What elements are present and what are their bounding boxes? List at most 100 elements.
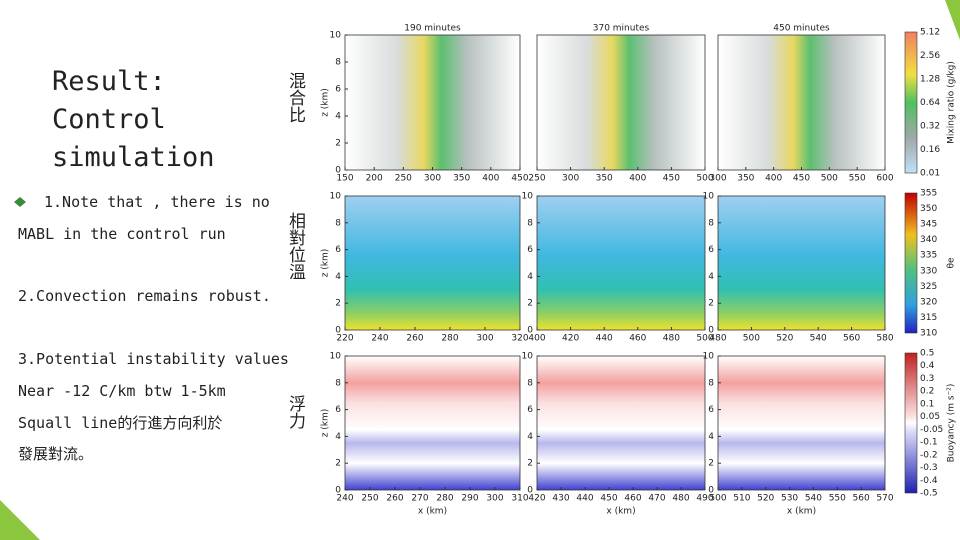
x-tick-label: 270 bbox=[411, 494, 428, 504]
plot-area bbox=[717, 355, 886, 491]
y-tick-label: 2 bbox=[708, 299, 714, 309]
x-tick-label: 570 bbox=[876, 494, 893, 504]
colorbar-label: -0.1 bbox=[920, 438, 938, 448]
x-tick-label: 420 bbox=[562, 334, 579, 344]
x-tick-label: 530 bbox=[781, 494, 798, 504]
x-tick-label: 450 bbox=[600, 494, 617, 504]
x-tick-label: 350 bbox=[596, 174, 613, 184]
plot-area bbox=[717, 34, 886, 171]
x-tick-label: 600 bbox=[876, 174, 893, 184]
colorbar-label: 310 bbox=[920, 329, 937, 339]
y-tick-label: 2 bbox=[708, 459, 714, 469]
y-tick-label: 8 bbox=[527, 378, 533, 388]
colorbar-label: -0.05 bbox=[920, 425, 943, 435]
colorbar-title: Mixing ratio (g/kg) bbox=[947, 61, 957, 144]
colorbar-label: 330 bbox=[920, 266, 937, 276]
y-tick-label: 8 bbox=[335, 218, 341, 228]
x-tick-label: 490 bbox=[696, 494, 713, 504]
axis-label: x (km) bbox=[606, 507, 635, 517]
colorbar-label: 0.4 bbox=[920, 361, 935, 371]
x-tick-label: 450 bbox=[793, 174, 810, 184]
y-tick-label: 10 bbox=[703, 352, 715, 362]
colorbar-label: -0.4 bbox=[920, 476, 938, 486]
colorbar-label: 0.01 bbox=[920, 169, 940, 179]
y-tick-label: 2 bbox=[335, 459, 341, 469]
colorbar-label: -0.3 bbox=[920, 463, 938, 473]
body-text: MABL in the control run bbox=[18, 225, 226, 243]
colorbar-label: 315 bbox=[920, 313, 937, 323]
colorbar-label: 340 bbox=[920, 235, 937, 245]
colorbar-label: 335 bbox=[920, 251, 937, 261]
colorbar-label: 345 bbox=[920, 220, 937, 230]
plot-area bbox=[344, 195, 521, 331]
x-tick-label: 500 bbox=[821, 174, 838, 184]
x-tick-label: 220 bbox=[336, 334, 353, 344]
x-tick-label: 280 bbox=[436, 494, 453, 504]
text-area: Result: Control simulation 1.Note that , th… bbox=[14, 66, 306, 463]
slide-title: Result: bbox=[52, 66, 166, 97]
y-tick-label: 2 bbox=[335, 139, 341, 149]
body-text: 2.Convection remains robust. bbox=[18, 287, 271, 305]
x-tick-label: 400 bbox=[528, 334, 545, 344]
y-tick-label: 4 bbox=[708, 272, 714, 282]
x-tick-label: 550 bbox=[829, 494, 846, 504]
colorbar bbox=[904, 352, 918, 494]
y-tick-label: 0 bbox=[708, 486, 714, 496]
y-tick-label: 4 bbox=[335, 432, 341, 442]
y-tick-label: 0 bbox=[335, 486, 341, 496]
panel-title: 190 minutes bbox=[404, 24, 461, 34]
y-tick-label: 10 bbox=[522, 192, 534, 202]
y-tick-label: 0 bbox=[335, 326, 341, 336]
x-tick-label: 520 bbox=[757, 494, 774, 504]
colorbar-label: 1.28 bbox=[920, 75, 940, 85]
colorbar-label: 325 bbox=[920, 282, 937, 292]
x-tick-label: 200 bbox=[366, 174, 383, 184]
y-tick-label: 6 bbox=[708, 405, 714, 415]
x-tick-label: 350 bbox=[453, 174, 470, 184]
x-tick-label: 300 bbox=[424, 174, 441, 184]
slide-title: simulation bbox=[52, 142, 215, 173]
y-tick-label: 4 bbox=[335, 112, 341, 122]
colorbar-label: -0.5 bbox=[920, 489, 938, 499]
x-tick-label: 250 bbox=[528, 174, 545, 184]
colorbar-label: 0.1 bbox=[920, 399, 934, 409]
y-tick-label: 6 bbox=[335, 85, 341, 95]
x-tick-label: 460 bbox=[624, 494, 641, 504]
colorbar-label: 5.12 bbox=[920, 28, 940, 38]
x-tick-label: 500 bbox=[709, 494, 726, 504]
x-tick-label: 510 bbox=[733, 494, 750, 504]
plot-area bbox=[344, 355, 521, 491]
y-tick-label: 2 bbox=[335, 299, 341, 309]
x-tick-label: 500 bbox=[743, 334, 760, 344]
y-tick-label: 10 bbox=[522, 352, 534, 362]
y-tick-label: 4 bbox=[527, 272, 533, 282]
y-tick-label: 8 bbox=[708, 378, 714, 388]
y-tick-label: 6 bbox=[335, 405, 341, 415]
y-tick-label: 8 bbox=[335, 378, 341, 388]
x-tick-label: 500 bbox=[696, 174, 713, 184]
x-tick-label: 250 bbox=[395, 174, 412, 184]
y-tick-label: 6 bbox=[335, 245, 341, 255]
x-tick-label: 320 bbox=[511, 334, 528, 344]
axis-label: z (km) bbox=[321, 249, 331, 278]
colorbar-title: θe bbox=[947, 257, 957, 269]
body-text: Near -12 C/km btw 1-5km bbox=[18, 382, 226, 400]
x-tick-label: 450 bbox=[663, 174, 680, 184]
axis-label: z (km) bbox=[321, 88, 331, 117]
body-text: Squall line的行進方向利於 bbox=[18, 414, 222, 432]
y-tick-label: 4 bbox=[335, 272, 341, 282]
x-tick-label: 300 bbox=[476, 334, 493, 344]
y-tick-label: 10 bbox=[330, 31, 342, 41]
x-tick-label: 150 bbox=[336, 174, 353, 184]
x-tick-label: 480 bbox=[709, 334, 726, 344]
plot-area bbox=[536, 195, 706, 331]
colorbar-label: -0.2 bbox=[920, 450, 938, 460]
x-tick-label: 550 bbox=[849, 174, 866, 184]
x-tick-label: 440 bbox=[576, 494, 593, 504]
axis-label: x (km) bbox=[787, 507, 816, 517]
x-tick-label: 470 bbox=[648, 494, 665, 504]
x-tick-label: 300 bbox=[709, 174, 726, 184]
side-label: 相對位溫 bbox=[285, 212, 306, 280]
x-tick-label: 280 bbox=[441, 334, 458, 344]
